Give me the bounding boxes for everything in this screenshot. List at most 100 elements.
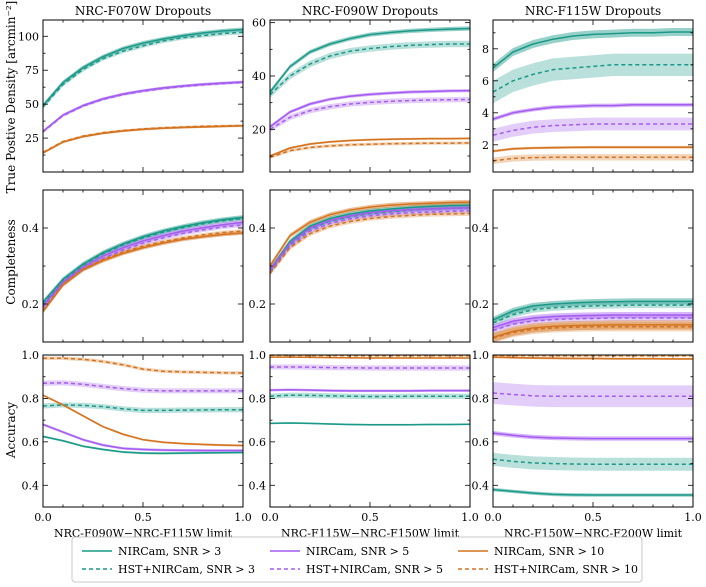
series-hst-nircam-snr-5 — [43, 224, 243, 309]
panel-grid: 25 50 75 100 NRC-F070W Dropouts 20 40 60 NRC-F09… — [18, 4, 702, 540]
band-hst-nircam-snr-5 — [493, 382, 693, 408]
series-hst-nircam-snr-3 — [493, 304, 693, 324]
band-nircam-snr-3 — [493, 28, 693, 72]
series-hst-nircam-snr-3 — [270, 43, 470, 96]
panel-r2-c0: 0.0 0.5 1.00.40.60.81.0NRC-F090W−NRC-F115W… — [22, 349, 252, 540]
y-tick-label: 0.4 — [472, 479, 490, 492]
band-hst-nircam-snr-3 — [493, 452, 693, 471]
x-tick-label: 1.0 — [461, 511, 479, 524]
band-hst-nircam-snr-5 — [493, 117, 693, 142]
y-tick-label: 0.8 — [472, 392, 490, 405]
y-tick-label: 0.8 — [22, 392, 40, 405]
series-hst-nircam-snr-5 — [43, 81, 243, 133]
legend-label-nircam-snr10: NIRCam, SNR > 10 — [494, 545, 604, 558]
x-tick-label: 0.0 — [34, 511, 52, 524]
x-tick-label: 1.0 — [684, 511, 702, 524]
y-tick-label: 75 — [25, 64, 39, 77]
series-nircam-snr-5 — [270, 388, 470, 392]
axes-frame — [269, 354, 471, 508]
series-nircam-snr-5 — [270, 89, 470, 128]
y-tick-label: 0.2 — [249, 298, 267, 311]
series-nircam-snr-5 — [43, 423, 243, 452]
panel-r2-c1: 0.0 0.5 1.00.40.60.81.0NRC-F115W−NRC-F150W… — [249, 349, 479, 540]
legend-label-nircam-snr3: NIRCam, SNR > 3 — [118, 545, 221, 558]
series-nircam-snr-10 — [270, 201, 470, 267]
series-nircam-snr-5 — [43, 221, 243, 307]
y-tick-label: 6 — [482, 75, 489, 88]
band-nircam-snr-5 — [493, 102, 693, 122]
y-tick-label: 0.4 — [22, 479, 40, 492]
series-nircam-snr-3 — [270, 27, 470, 93]
band-nircam-snr-3 — [270, 202, 470, 273]
y-tick-label: 0.2 — [22, 298, 40, 311]
band-hst-nircam-snr-10 — [493, 154, 693, 164]
legend-label-hst-nircam-snr5: HST+NIRCam, SNR > 5 — [306, 563, 443, 576]
series-hst-nircam-snr-5 — [493, 123, 693, 136]
plot-area — [270, 199, 470, 276]
x-tick-label: 0.0 — [484, 511, 502, 524]
legend-label-hst-nircam-snr3: HST+NIRCam, SNR > 3 — [118, 563, 255, 576]
legend-frame — [71, 536, 643, 583]
y-tick-label: 20 — [252, 123, 266, 136]
series-nircam-snr-10 — [493, 146, 693, 152]
series-hst-nircam-snr-10 — [43, 230, 243, 311]
panel-r1-c1: 0.2 0.4 — [249, 189, 471, 343]
axes-frame — [42, 354, 244, 508]
series-hst-nircam-snr-5 — [270, 98, 470, 130]
series-hst-nircam-snr-10 — [493, 156, 693, 162]
plot-area — [493, 28, 693, 164]
series-nircam-snr-3 — [493, 300, 693, 321]
band-hst-nircam-snr-5 — [43, 81, 243, 134]
series-nircam-snr-3 — [270, 422, 470, 426]
x-tick-label: 0.5 — [584, 511, 602, 524]
series-hst-nircam-snr-10 — [43, 124, 243, 153]
x-tick-label: 0.5 — [134, 511, 152, 524]
y-tick-label: 0.4 — [249, 222, 267, 235]
series-nircam-snr-10 — [43, 125, 243, 154]
y-tick-label: 1.0 — [472, 349, 490, 362]
panel-r0-c2: 2 4 6 8 NRC-F115W Dropouts — [482, 4, 694, 173]
band-hst-nircam-snr-5 — [270, 208, 470, 275]
series-nircam-snr-5 — [493, 104, 693, 120]
band-hst-nircam-snr-10 — [270, 141, 470, 159]
y-tick-label: 25 — [25, 132, 39, 145]
series-nircam-snr-3 — [493, 488, 693, 496]
plot-area — [270, 26, 470, 159]
panel-r2-c2: 0.0 0.5 1.00.40.60.81.0NRC-F150W−NRC-F200W… — [472, 349, 702, 540]
y-tick-label: 8 — [482, 43, 489, 56]
y-tick-label: 1.0 — [22, 349, 40, 362]
y-tick-label: 50 — [25, 98, 39, 111]
series-hst-nircam-snr-5 — [493, 317, 693, 332]
y-tick-label: 2 — [482, 139, 489, 152]
panel-title: NRC-F115W Dropouts — [525, 4, 661, 18]
y-tick-label: 60 — [252, 17, 266, 30]
band-nircam-snr-10 — [270, 199, 470, 269]
y-tick-label: 0.4 — [472, 222, 490, 235]
y-tick-label: 1.0 — [249, 349, 267, 362]
y-tick-label: 0.4 — [22, 222, 40, 235]
panel-r0-c1: 20 40 60 NRC-F090W Dropouts — [252, 4, 471, 173]
series-hst-nircam-snr-10 — [270, 142, 470, 159]
series-hst-nircam-snr-3 — [493, 64, 693, 93]
series-nircam-snr-3 — [270, 204, 470, 271]
y-tick-label: 0.2 — [472, 298, 490, 311]
ylabel-density: True Postive Density [arcmin⁻²] — [4, 1, 18, 194]
panel-title: NRC-F090W Dropouts — [302, 4, 438, 18]
plot-area — [493, 298, 693, 342]
series-nircam-snr-10 — [43, 394, 243, 447]
band-hst-nircam-snr-3 — [270, 40, 470, 98]
series-hst-nircam-snr-3 — [43, 31, 243, 108]
y-tick-label: 40 — [252, 70, 266, 83]
plot-area — [43, 356, 243, 455]
panel-r1-c0: 0.2 0.4 — [22, 189, 244, 343]
y-tick-label: 0.6 — [249, 436, 267, 449]
series-hst-nircam-snr-10 — [270, 212, 470, 275]
legend: NIRCam, SNR > 3 HST+NIRCam, SNR > 3 NIRC… — [71, 536, 643, 583]
series-nircam-snr-10 — [270, 137, 470, 157]
y-tick-label: 4 — [482, 107, 489, 120]
x-tick-label: 0.5 — [361, 511, 379, 524]
series-hst-nircam-snr-3 — [270, 394, 470, 398]
y-tick-label: 100 — [18, 30, 39, 43]
band-nircam-snr-10 — [43, 394, 243, 447]
